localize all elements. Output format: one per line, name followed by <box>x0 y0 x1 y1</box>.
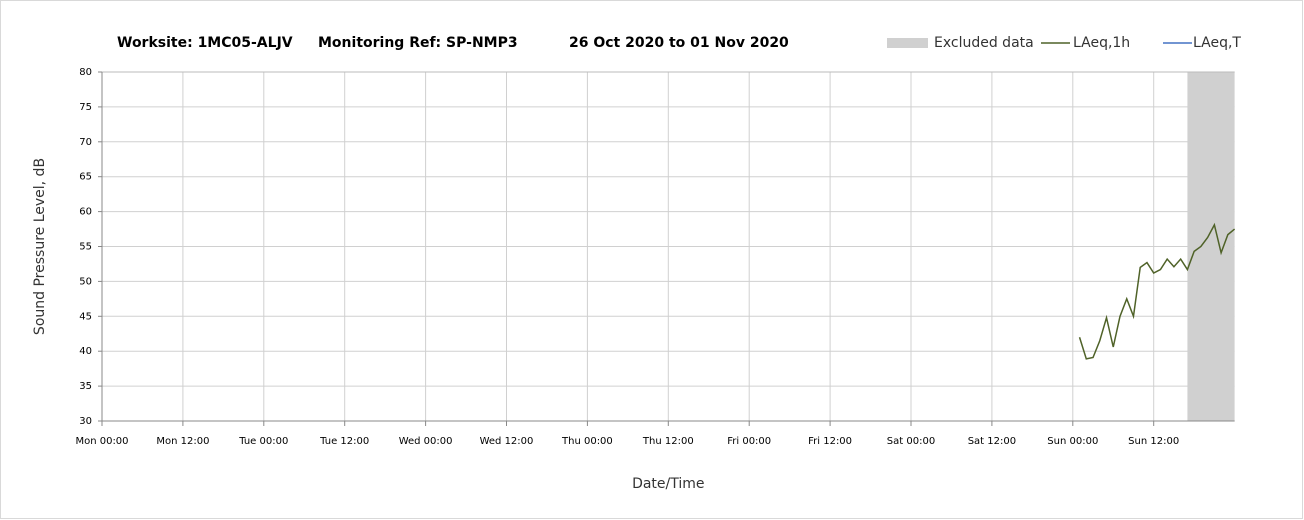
x-tick-label: Sun 00:00 <box>1047 436 1098 447</box>
x-tick-label: Tue 12:00 <box>319 436 369 447</box>
x-tick-label: Wed 12:00 <box>480 436 534 447</box>
x-tick-label: Tue 00:00 <box>238 436 288 447</box>
legend-swatch <box>887 38 928 48</box>
y-tick-label: 60 <box>79 207 92 218</box>
series-line <box>1078 222 1236 360</box>
chart-title: Monitoring Ref: SP-NMP3 <box>318 35 518 51</box>
y-tick-label: 35 <box>79 381 92 392</box>
y-tick-label: 80 <box>79 67 92 78</box>
y-tick-label: 55 <box>79 242 92 253</box>
x-tick-label: Fri 00:00 <box>727 436 771 447</box>
y-tick-label: 70 <box>79 137 92 148</box>
y-axis-label: Sound Pressure Level, dB <box>32 158 48 335</box>
y-tick-label: 50 <box>79 276 92 287</box>
legend-label: Excluded data <box>934 35 1034 51</box>
y-tick-label: 45 <box>79 311 92 322</box>
y-tick-label: 65 <box>79 172 92 183</box>
x-tick-label: Wed 00:00 <box>399 436 453 447</box>
y-tick-label: 75 <box>79 102 92 113</box>
x-tick-label: Thu 00:00 <box>561 436 613 447</box>
legend-label: LAeq,T <box>1193 35 1241 51</box>
x-tick-label: Sat 12:00 <box>968 436 1016 447</box>
x-tick-label: Sun 12:00 <box>1128 436 1179 447</box>
y-tick-label: 30 <box>79 416 92 427</box>
legend-label: LAeq,1h <box>1073 35 1130 51</box>
chart-title: Worksite: 1MC05-ALJV <box>117 35 293 51</box>
y-tick-label: 40 <box>79 346 92 357</box>
x-tick-label: Fri 12:00 <box>808 436 852 447</box>
x-tick-label: Mon 12:00 <box>156 436 209 447</box>
chart-title: 26 Oct 2020 to 01 Nov 2020 <box>569 35 789 51</box>
x-tick-label: Thu 12:00 <box>642 436 694 447</box>
x-tick-label: Sat 00:00 <box>887 436 935 447</box>
x-axis-label: Date/Time <box>632 476 704 492</box>
x-tick-label: Mon 00:00 <box>75 436 128 447</box>
